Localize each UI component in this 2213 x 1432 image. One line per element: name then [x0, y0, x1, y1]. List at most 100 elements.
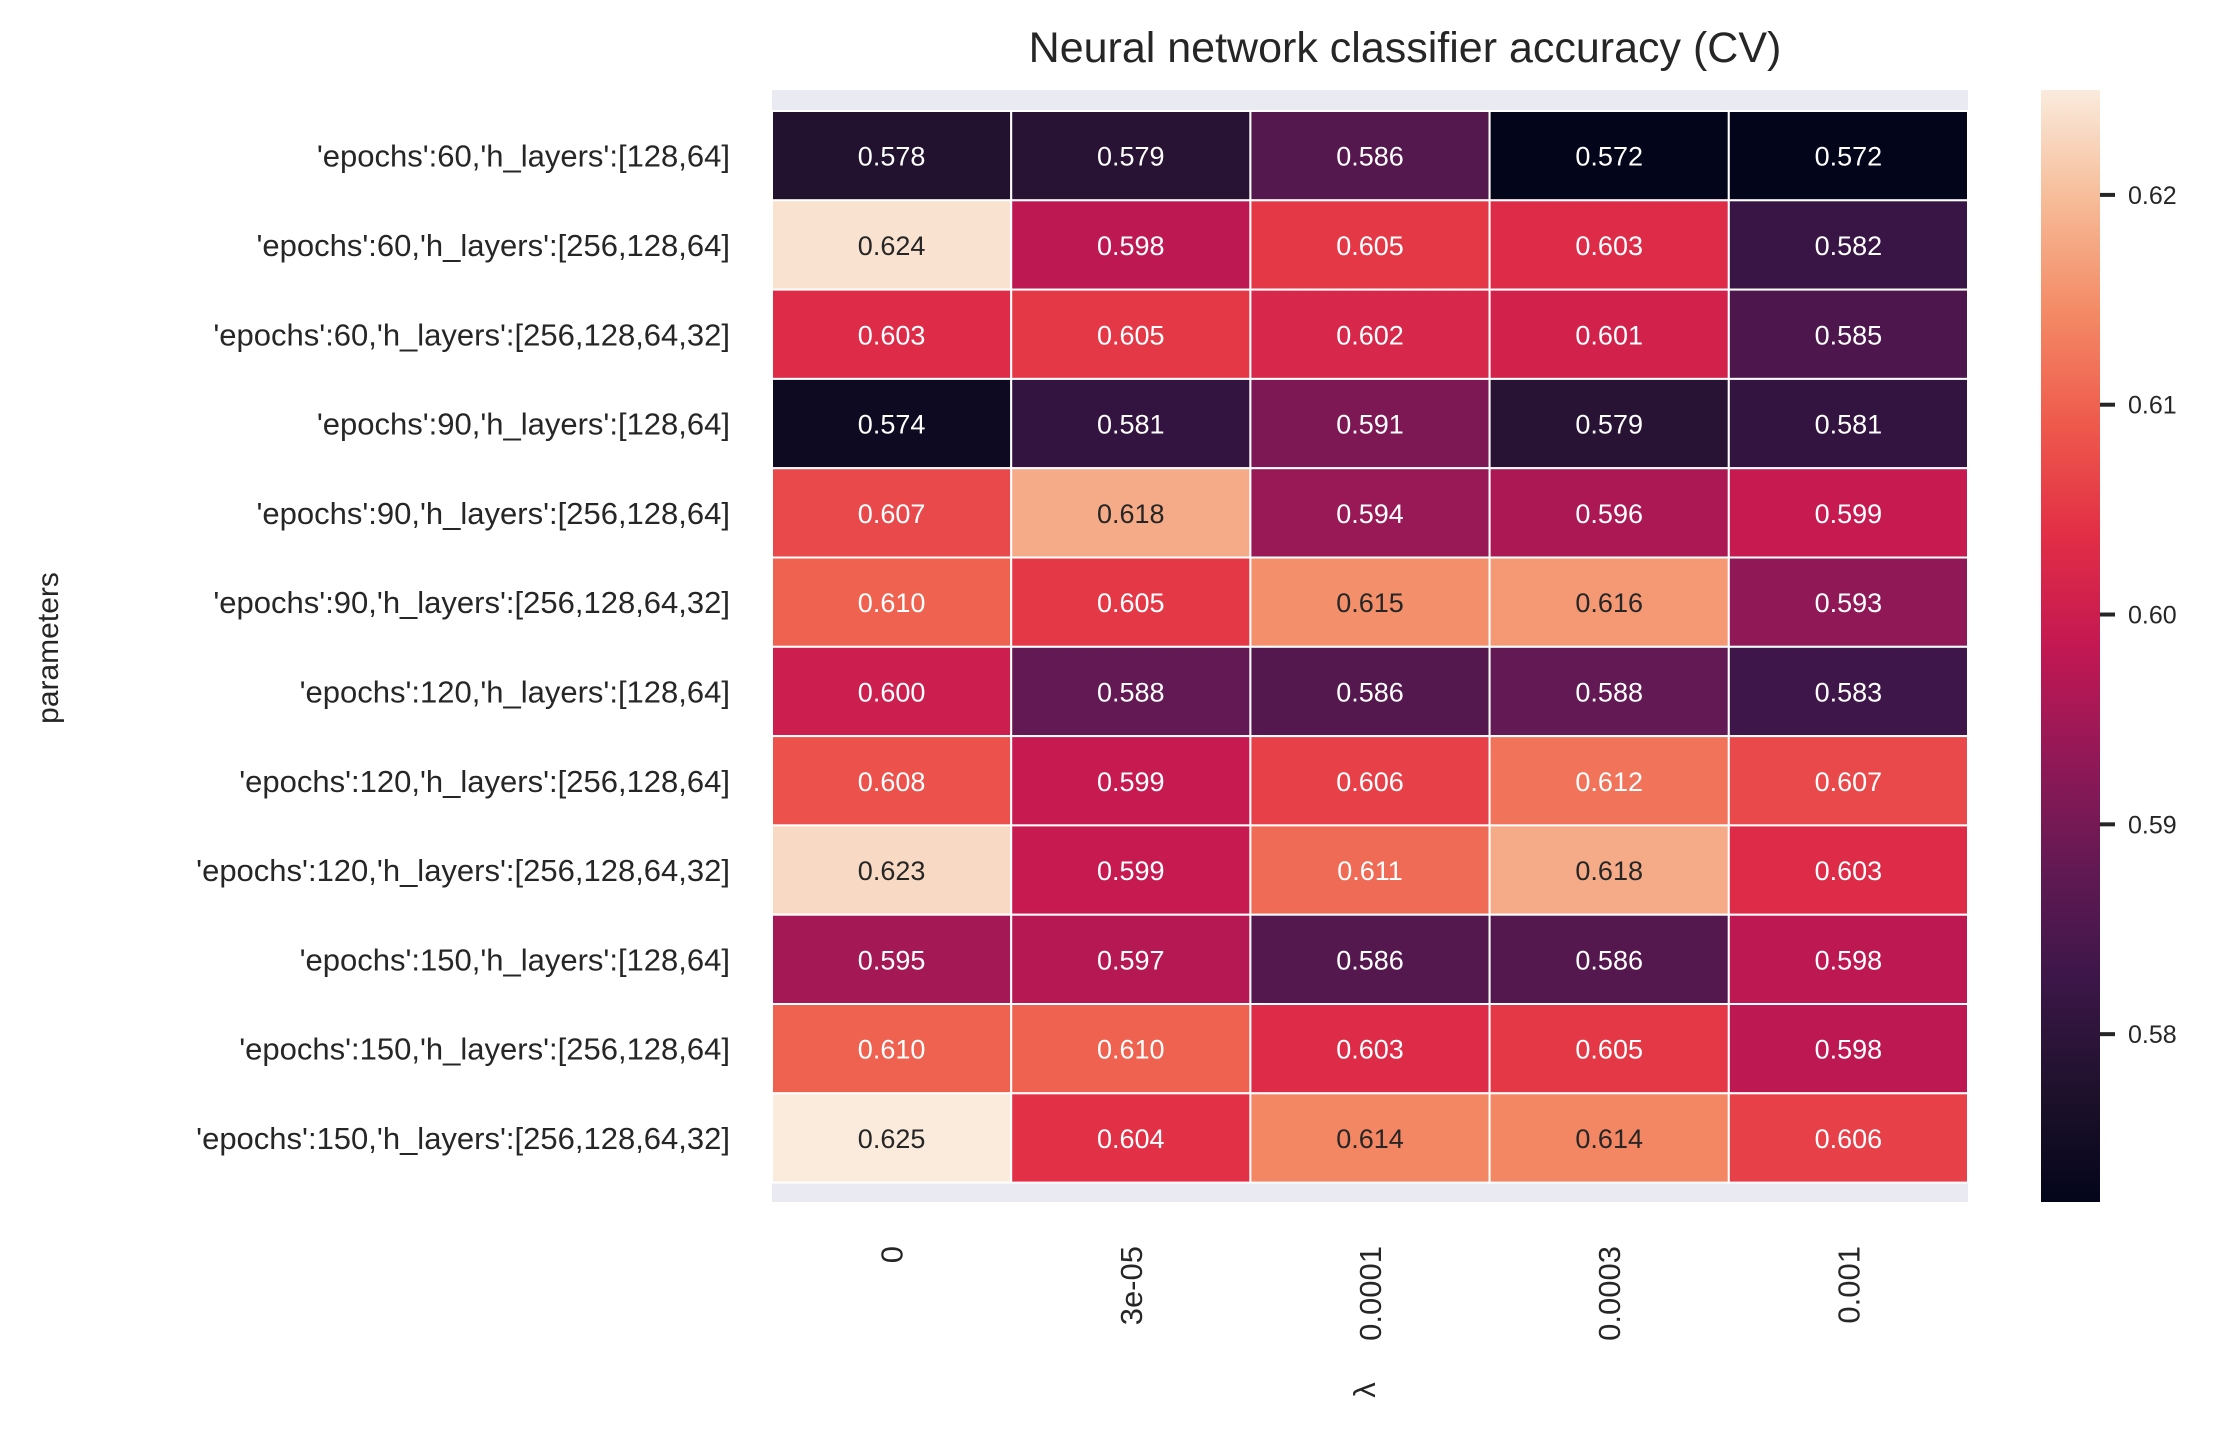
heatmap-cell: [1010, 377, 1252, 470]
cell-value-label: 0.604: [1097, 1124, 1165, 1154]
y-tick-labels: 'epochs':60,'h_layers':[128,64] 'epochs':…: [196, 139, 730, 1156]
heatmap-cell: [1010, 110, 1252, 202]
heatmap-cell: [771, 913, 1013, 1006]
colorbar: [2041, 90, 2100, 1202]
heatmap-cell: [1488, 1092, 1730, 1184]
y-tick-label: 'epochs':150,'h_layers':[256,128,64,32]: [196, 1121, 730, 1156]
cell-value-label: 0.603: [1575, 231, 1643, 261]
x-tick-label: 0.0001: [1353, 1246, 1388, 1341]
heatmap-cell: [1010, 913, 1252, 1006]
y-tick-label: 'epochs':60,'h_layers':[256,128,64,32]: [213, 317, 730, 352]
heatmap-cell: [1010, 199, 1252, 291]
cell-value-label: 0.579: [1097, 142, 1165, 172]
cell-value-label: 0.616: [1575, 588, 1643, 618]
heatmap-cell: [1010, 1003, 1252, 1095]
cell-value-label: 0.607: [1815, 767, 1883, 797]
cell-value-label: 0.572: [1815, 142, 1883, 172]
heatmap-cell: [1010, 288, 1252, 380]
cell-value-label: 0.598: [1815, 945, 1883, 975]
heatmap-cell: [1727, 913, 1970, 1006]
cell-value-label: 0.581: [1815, 410, 1883, 440]
cell-value-label: 0.591: [1336, 410, 1404, 440]
cell-value-label: 0.586: [1575, 945, 1643, 975]
heatmap-cell: [1249, 467, 1491, 559]
cell-value-label: 0.599: [1097, 767, 1165, 797]
heatmap-cell: [1488, 377, 1730, 470]
cell-value-label: 0.615: [1336, 588, 1404, 618]
heatmap-cell: [1488, 824, 1730, 916]
heatmap-cell: [1249, 735, 1491, 827]
cell-value-label: 0.602: [1336, 320, 1404, 350]
heatmap-cell: [1010, 1092, 1252, 1184]
heatmap-cell: [771, 377, 1013, 470]
cell-value-label: 0.588: [1575, 677, 1643, 707]
heatmap-cell: [1010, 467, 1252, 559]
x-tick-label: 3e-05: [1114, 1246, 1149, 1325]
cell-value-label: 0.610: [858, 588, 926, 618]
cell-value-label: 0.603: [1815, 856, 1883, 886]
cell-value-label: 0.605: [1575, 1035, 1643, 1065]
heatmap-cell: [1488, 1003, 1730, 1095]
heatmap-cell: [1727, 1092, 1970, 1184]
cell-value-label: 0.585: [1815, 320, 1883, 350]
cell-value-label: 0.601: [1575, 320, 1643, 350]
heatmap-cell: [1488, 288, 1730, 380]
heatmap-cell: [1727, 1003, 1970, 1095]
heatmap-cell: [771, 645, 1013, 738]
heatmap-cells: [771, 110, 1970, 1184]
cell-value-label: 0.605: [1336, 231, 1404, 261]
cell-value-label: 0.624: [858, 231, 926, 261]
heatmap-cell: [1249, 1092, 1491, 1184]
cell-value-label: 0.605: [1097, 588, 1165, 618]
cell-value-label: 0.611: [1337, 856, 1403, 886]
heatmap-cell: [1488, 735, 1730, 827]
heatmap-cell: [1727, 556, 1970, 648]
cell-value-label: 0.578: [858, 142, 926, 172]
cell-value-label: 0.618: [1097, 499, 1165, 529]
x-tick-label: 0.0003: [1592, 1246, 1627, 1341]
cell-value-label: 0.614: [1575, 1124, 1643, 1154]
cell-value-labels: 0.578 0.579 0.586 0.572 0.572 0.624 0.598 0.605…: [858, 142, 1882, 1154]
heatmap-cell: [1249, 913, 1491, 1006]
heatmap-cell: [1249, 110, 1491, 202]
cell-value-label: 0.610: [1097, 1035, 1165, 1065]
y-tick-label: 'epochs':150,'h_layers':[256,128,64]: [239, 1032, 730, 1067]
cell-value-label: 0.599: [1097, 856, 1165, 886]
cell-value-label: 0.610: [858, 1035, 926, 1065]
heatmap-cell: [1488, 467, 1730, 559]
heatmap-cell: [1727, 824, 1970, 916]
cell-value-label: 0.595: [858, 945, 926, 975]
cell-value-label: 0.593: [1815, 588, 1883, 618]
heatmap-cell: [1727, 645, 1970, 738]
heatmap-cell: [771, 735, 1013, 827]
cell-value-label: 0.599: [1815, 499, 1883, 529]
cell-value-label: 0.583: [1815, 677, 1883, 707]
chart-title: Neural network classifier accuracy (CV): [1029, 24, 1782, 72]
cell-value-label: 0.614: [1336, 1124, 1404, 1154]
heatmap-cell: [1727, 735, 1970, 827]
cell-value-label: 0.603: [1336, 1035, 1404, 1065]
y-tick-label: 'epochs':60,'h_layers':[128,64]: [317, 139, 730, 174]
heatmap-cell: [1249, 199, 1491, 291]
y-tick-label: 'epochs':90,'h_layers':[256,128,64]: [256, 496, 730, 531]
heatmap-cell: [771, 1092, 1013, 1184]
cell-value-label: 0.606: [1336, 767, 1404, 797]
cell-value-label: 0.618: [1575, 856, 1643, 886]
x-tick-label: 0: [875, 1246, 910, 1263]
heatmap-cell: [1249, 288, 1491, 380]
cell-value-label: 0.596: [1575, 499, 1643, 529]
cell-value-label: 0.582: [1815, 231, 1883, 261]
y-tick-label: 'epochs':150,'h_layers':[128,64]: [300, 942, 730, 977]
cell-value-label: 0.579: [1575, 410, 1643, 440]
cell-value-label: 0.586: [1336, 142, 1404, 172]
heatmap-cell: [771, 467, 1013, 559]
cell-value-label: 0.597: [1097, 945, 1165, 975]
y-tick-label: 'epochs':90,'h_layers':[256,128,64,32]: [213, 585, 730, 620]
cell-value-label: 0.625: [858, 1124, 926, 1154]
cell-value-label: 0.574: [858, 410, 926, 440]
heatmap-cell: [1488, 913, 1730, 1006]
cell-value-label: 0.600: [858, 677, 926, 707]
cell-value-label: 0.581: [1097, 410, 1165, 440]
cell-value-label: 0.603: [858, 320, 926, 350]
